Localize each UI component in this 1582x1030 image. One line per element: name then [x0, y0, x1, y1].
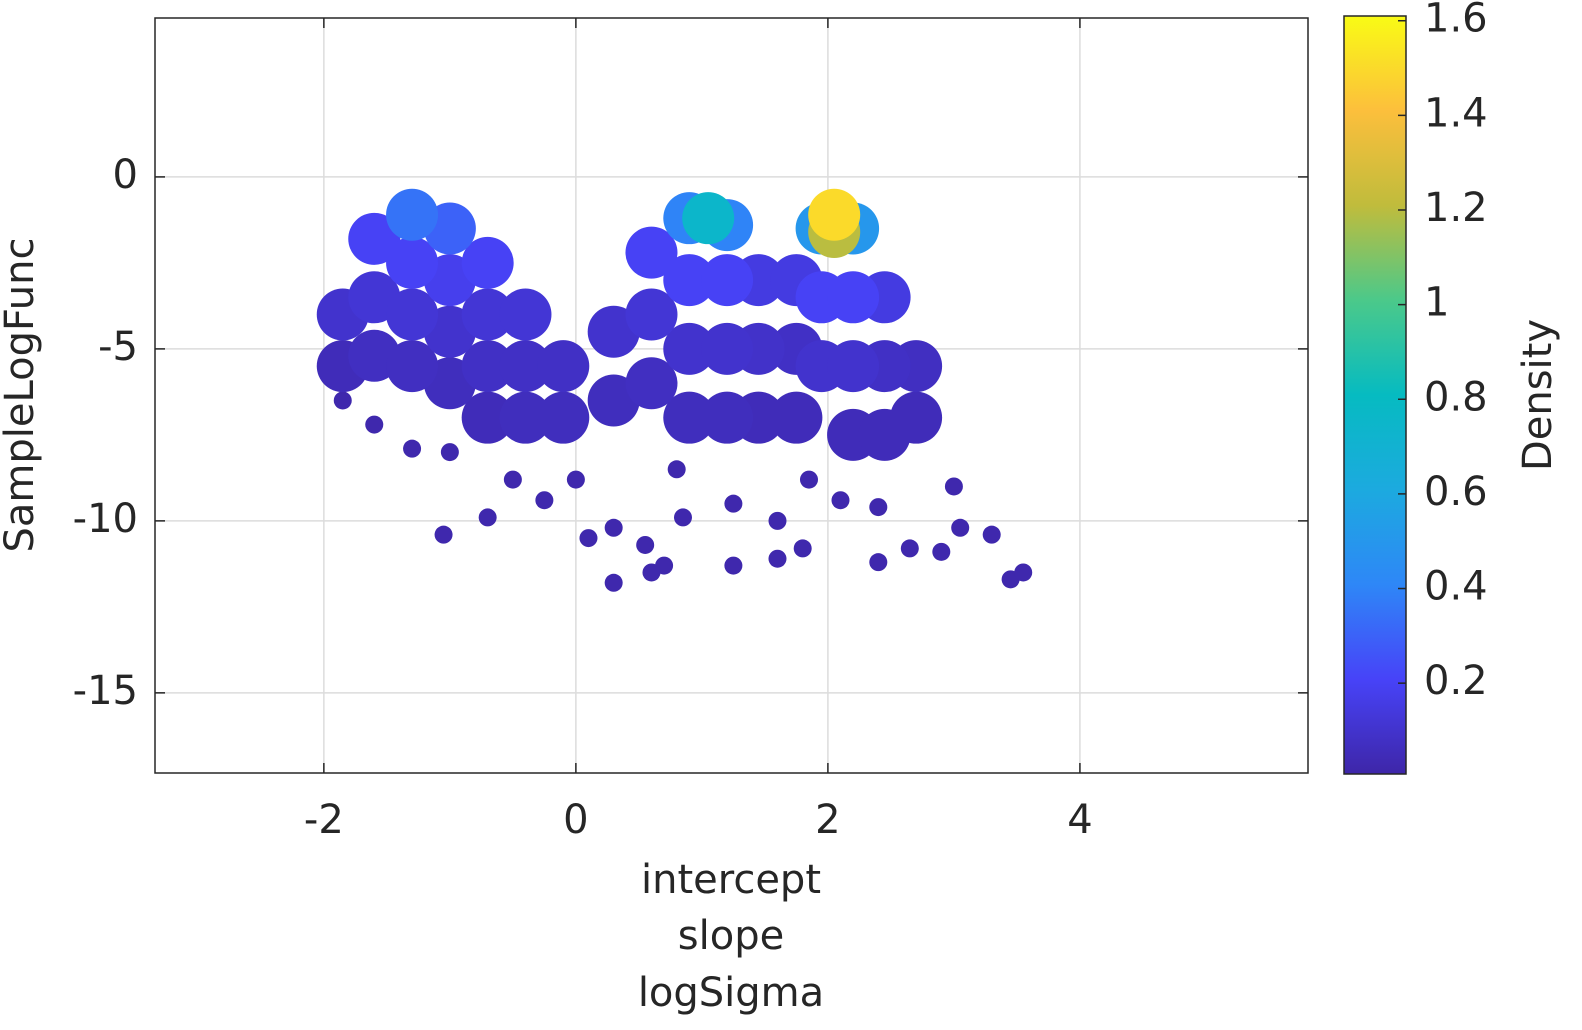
colorbar-tick-label: 1 [1424, 280, 1449, 326]
y-tick-label: -5 [98, 324, 138, 370]
point [503, 470, 522, 489]
point [793, 539, 812, 558]
point [386, 340, 439, 393]
point [434, 525, 453, 544]
point [579, 529, 598, 548]
point [386, 236, 439, 289]
axes-box [154, 17, 1309, 774]
colorbar-tick-label: 0.6 [1424, 469, 1488, 515]
y-tick-label: -15 [73, 668, 138, 714]
point [461, 340, 514, 393]
point [333, 391, 352, 410]
point [982, 525, 1001, 544]
point [440, 443, 459, 462]
point [663, 254, 716, 307]
point [900, 539, 919, 558]
point [831, 491, 850, 510]
point [365, 415, 384, 434]
point [663, 322, 716, 375]
colorbar-tick-label: 1.6 [1424, 0, 1488, 42]
colorbar-label: Density [1515, 319, 1561, 471]
point [499, 288, 552, 341]
point [951, 518, 970, 537]
point [768, 511, 787, 530]
point [724, 556, 743, 575]
point [890, 391, 943, 444]
point [932, 542, 951, 561]
point [566, 470, 585, 489]
point [535, 491, 554, 510]
point [604, 518, 623, 537]
point [625, 288, 678, 341]
point [625, 357, 678, 410]
x-axis-label: intercept [641, 857, 821, 903]
point [461, 288, 514, 341]
point [673, 508, 692, 527]
point [642, 563, 661, 582]
colorbar-tick-label: 1.2 [1424, 185, 1488, 231]
point [461, 236, 514, 289]
point [461, 391, 514, 444]
x-tick-label: 0 [563, 797, 588, 843]
colorbar-tick-label: 1.4 [1424, 90, 1488, 136]
colorbar-tick-label: 0.2 [1424, 658, 1488, 704]
point [944, 477, 963, 496]
point [667, 460, 686, 479]
point [499, 340, 552, 393]
point [768, 549, 787, 568]
point [478, 508, 497, 527]
point [869, 553, 888, 572]
point [537, 391, 590, 444]
colorbar [1343, 15, 1407, 775]
point [701, 391, 754, 444]
colorbar-tick-label: 0.8 [1424, 374, 1488, 420]
point [386, 288, 439, 341]
point [499, 391, 552, 444]
point [604, 573, 623, 592]
point [682, 192, 735, 245]
y-tick-label: 0 [113, 152, 138, 198]
point [403, 439, 422, 458]
point [808, 188, 861, 241]
x-tick-label: 4 [1067, 797, 1092, 843]
colorbar-tick-label: 0.4 [1424, 564, 1488, 610]
x-tick-label: -2 [304, 797, 344, 843]
x-axis-label: slope [678, 913, 784, 959]
point [724, 494, 743, 513]
point [701, 322, 754, 375]
point [1014, 563, 1033, 582]
point [869, 498, 888, 517]
point [348, 212, 401, 265]
point [663, 391, 716, 444]
y-axis-label: SampleLogFunc [0, 238, 43, 553]
y-tick-label: -10 [73, 496, 138, 542]
point [770, 391, 823, 444]
point [625, 226, 678, 279]
x-tick-label: 2 [815, 797, 840, 843]
x-axis-label: logSigma [638, 970, 824, 1016]
plot-area [316, 188, 1033, 592]
point [827, 271, 880, 324]
point [537, 340, 590, 393]
point [701, 254, 754, 307]
point [636, 535, 655, 554]
point [799, 470, 818, 489]
point [827, 340, 880, 393]
point [386, 188, 439, 241]
